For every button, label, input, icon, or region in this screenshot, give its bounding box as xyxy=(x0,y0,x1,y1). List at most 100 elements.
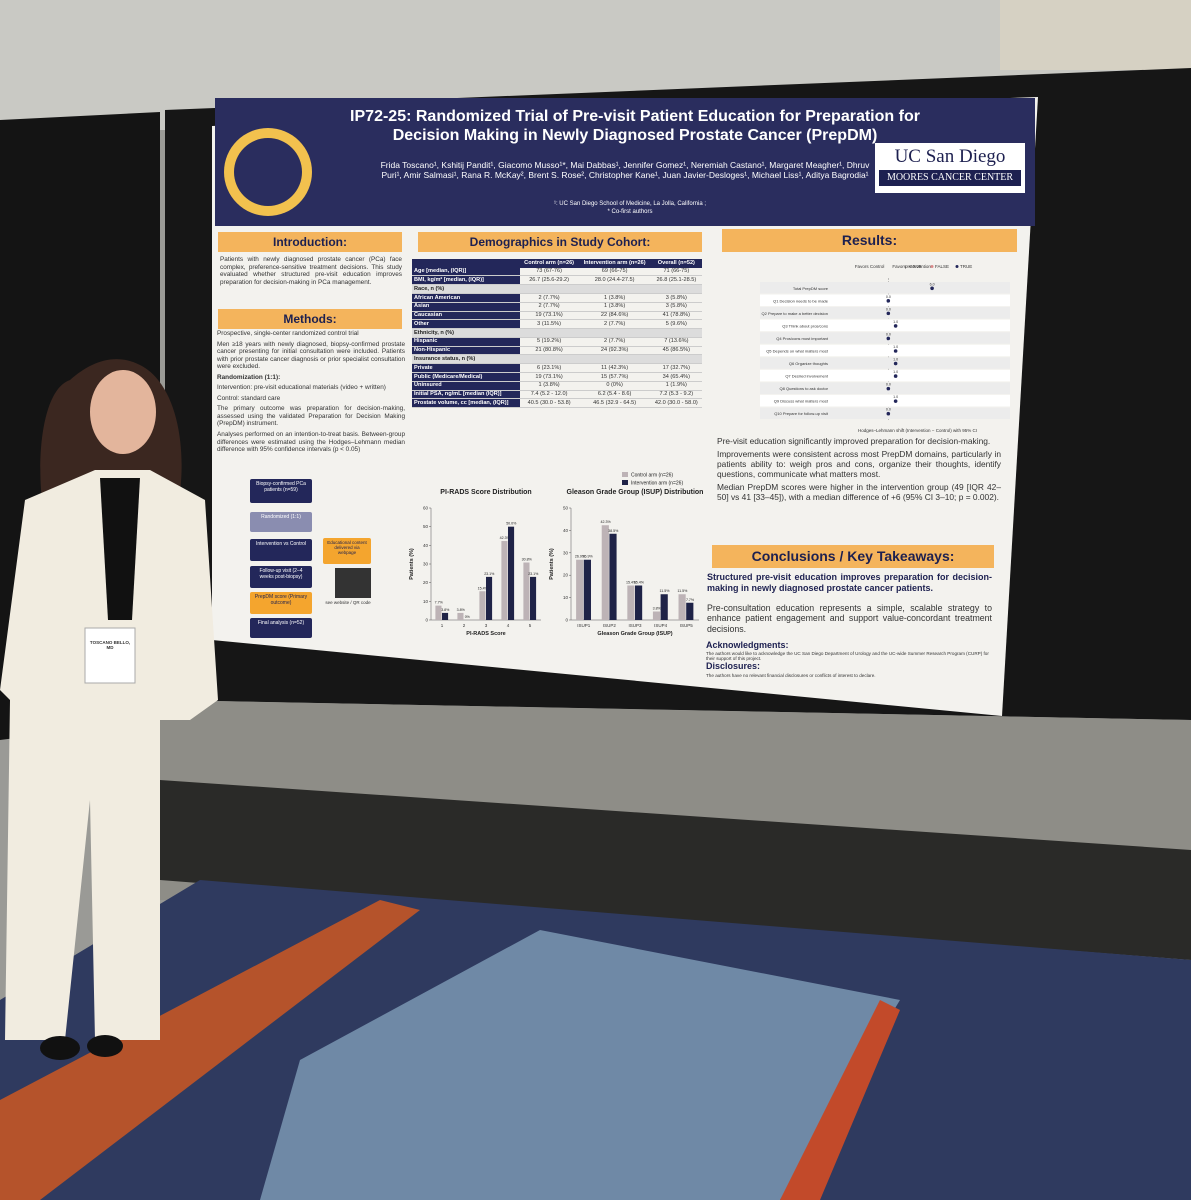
cell: 19 (73.1%) xyxy=(519,311,579,321)
flow-step: Final analysis (n=52) xyxy=(250,618,312,638)
row: Asian 2 (7.7%) 1 (3.8%) 3 (5.8%) xyxy=(412,302,702,312)
cell: Ethnicity, n (%) xyxy=(412,328,702,338)
cell: Asian xyxy=(412,302,520,312)
row: BMI, kg/m² [median, (IQR)] 26.7 (25.6-29.… xyxy=(412,275,702,286)
methods-text: Prospective, single-center randomized co… xyxy=(217,330,359,337)
carpet-pattern xyxy=(260,930,900,1200)
carpet-pattern xyxy=(780,1000,900,1200)
cell: 15 (57.7%) xyxy=(578,372,651,382)
cell: 46.5 (32.9 - 64.5) xyxy=(578,398,651,409)
cell: 1 (3.8%) xyxy=(578,302,651,312)
methods-text: Men ≥18 years with newly diagnosed, biop… xyxy=(217,340,405,371)
cell: 7.2 (5.3 - 9.2) xyxy=(650,390,702,400)
cell: 3 (11.5%) xyxy=(519,319,579,330)
affiliation: ¹: UC San Diego School of Medicine, La J… xyxy=(553,201,707,207)
cell: 2 (7.7%) xyxy=(519,293,579,303)
header-cell: Control arm (n=26) xyxy=(519,259,579,268)
cell: Age [median, (IQR)] xyxy=(412,267,520,277)
cell: 69 (66-75) xyxy=(578,267,651,277)
ack-heading: Acknowledgments: xyxy=(706,640,789,650)
row: Age [median, (IQR)] 73 (67-76) 69 (66-75) 7… xyxy=(412,267,702,277)
results-text: Improvements were consistent across most… xyxy=(717,448,1001,479)
cell: 1 (3.8%) xyxy=(578,293,651,303)
cell: 3 (5.8%) xyxy=(650,302,702,312)
cell: Prostate volume, cc [median, (IQR)] xyxy=(412,398,520,409)
methods-text: The primary outcome was preparation for … xyxy=(217,405,405,428)
cell: 26.8 (25.1-28.5) xyxy=(650,275,702,286)
cell: Other xyxy=(412,319,520,330)
cell: 11 (42.3%) xyxy=(578,363,651,373)
badge-name: TOSCANO BELLO, MD xyxy=(89,640,131,651)
cell: 28.0 (24.4-27.5) xyxy=(578,275,651,286)
cell: 2 (7.7%) xyxy=(578,337,651,347)
cell: Race, n (%) xyxy=(412,284,702,294)
footnote: * Co-first authors xyxy=(607,209,653,215)
row: Uninsured 1 (3.8%) 0 (0%) 1 (1.9%) xyxy=(412,381,702,391)
group-row: Ethnicity, n (%) xyxy=(412,328,702,338)
section-heading: Conclusions / Key Takeaways: xyxy=(712,545,994,568)
cell: 7.4 (5.2 - 12.0) xyxy=(519,390,579,400)
row: Prostate volume, cc [median, (IQR)] 40.5 … xyxy=(412,398,702,409)
cell: 6.2 (5.4 - 8.6) xyxy=(578,390,651,400)
qr-caption: Educational content delivered via webpag… xyxy=(323,538,371,564)
demographics-table: Control arm (n=26) Intervention arm (n=26… xyxy=(412,259,702,409)
disclosures-heading: Disclosures: xyxy=(706,661,761,671)
carpet-pattern xyxy=(0,900,420,1200)
row: Public (Medicare/Medical) 19 (73.1%) 15 (5… xyxy=(412,372,702,382)
results-text: Pre-visit education significantly improv… xyxy=(717,436,991,446)
intro-text: Patients with newly diagnosed prostate c… xyxy=(220,256,402,286)
cell: 1 (1.9%) xyxy=(650,381,702,391)
cell: Initial PSA, ng/mL [median (IQR)] xyxy=(412,390,520,400)
badge xyxy=(84,627,136,684)
row: African American 2 (7.7%) 1 (3.8%) 3 (5.8%) xyxy=(412,293,702,303)
cell: 26.7 (25.6-29.2) xyxy=(519,275,579,286)
cell: 2 (7.7%) xyxy=(519,302,579,312)
cell: 2 (7.7%) xyxy=(578,319,651,330)
cell: 40.5 (30.0 - 53.8) xyxy=(519,398,579,409)
cell: 24 (92.3%) xyxy=(578,346,651,356)
qr-code xyxy=(335,568,371,598)
row: Hispanic 5 (19.2%) 2 (7.7%) 7 (13.6%) xyxy=(412,337,702,347)
flow-step: Follow-up visit (2–4 weeks post-biopsy) xyxy=(250,566,312,588)
cell: 0 (0%) xyxy=(578,381,651,391)
cell: Caucasian xyxy=(412,311,520,321)
cell: 21 (80.8%) xyxy=(519,346,579,356)
cell: 7 (13.6%) xyxy=(650,337,702,347)
section-heading: Methods: xyxy=(218,309,402,330)
cell: Non-Hispanic xyxy=(412,346,520,356)
cell: Private xyxy=(412,363,520,373)
conclusion-main: Structured pre-visit education improves … xyxy=(707,572,992,593)
cell: BMI, kg/m² [median, (IQR)] xyxy=(412,275,520,286)
logo-unit: MOORES CANCER CENTER xyxy=(879,170,1021,187)
methods-subheading: Randomization (1:1): xyxy=(217,373,281,381)
row: Initial PSA, ng/mL [median (IQR)] 7.4 (5.… xyxy=(412,390,702,400)
logo-name: UC San Diego xyxy=(894,146,1006,167)
group-row: Insurance status, n (%) xyxy=(412,354,702,365)
cell: 41 (78.8%) xyxy=(650,311,702,321)
methods: Prospective, single-center randomized co… xyxy=(217,330,405,457)
disclosures-text: The authors have no relevant financial d… xyxy=(706,673,876,678)
row: Caucasian 19 (73.1%) 22 (84.6%) 41 (78.8%) xyxy=(412,311,702,321)
table: Control arm (n=26) Intervention arm (n=26… xyxy=(412,259,702,409)
header-cell: Overall (n=52) xyxy=(650,259,702,268)
flow-step: Intervention vs Control xyxy=(250,539,312,561)
cell: 1 (3.8%) xyxy=(519,381,579,391)
cell: 17 (32.7%) xyxy=(650,363,702,373)
section-heading: Introduction: xyxy=(218,232,402,253)
shoe xyxy=(40,1036,80,1060)
cell: 34 (65.4%) xyxy=(650,372,702,382)
flow-step: PrepDM score (Primary outcome) xyxy=(250,592,312,614)
row: Private 6 (23.1%) 11 (42.3%) 17 (32.7%) xyxy=(412,363,702,373)
cell: 5 (19.2%) xyxy=(519,337,579,347)
suit xyxy=(0,470,218,1040)
cell: 6 (23.1%) xyxy=(519,363,579,373)
face xyxy=(90,370,156,454)
cell: Uninsured xyxy=(412,381,520,391)
section-heading: Results: xyxy=(722,229,1017,252)
logo: UC San Diego MOORES CANCER CENTER xyxy=(875,143,1025,193)
top xyxy=(100,478,140,620)
flow-step: Randomized (1:1) xyxy=(250,512,312,532)
group-row: Race, n (%) xyxy=(412,284,702,294)
seal xyxy=(234,138,302,206)
